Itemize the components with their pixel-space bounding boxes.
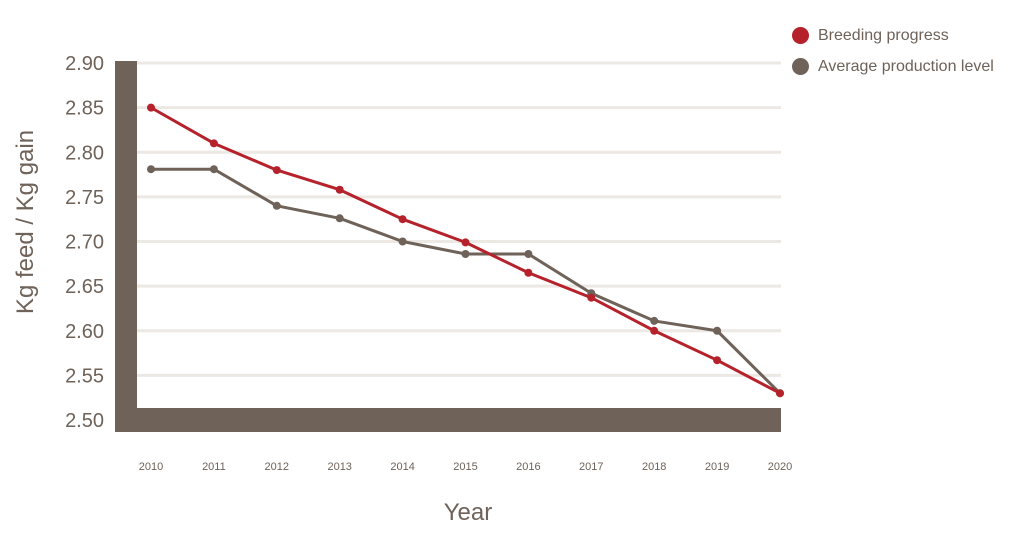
series-line (151, 167, 782, 395)
data-point (650, 326, 659, 335)
gridlines (137, 61, 781, 377)
x-tick-label: 2011 (202, 461, 226, 473)
series-breeding-progress (147, 103, 784, 398)
y-tick-label: 2.55 (65, 365, 104, 387)
x-tick-label: 2013 (327, 461, 351, 473)
data-point (398, 215, 407, 224)
legend-label: Average production level (818, 57, 994, 75)
y-tick-label: 2.80 (65, 142, 104, 164)
y-tick-label: 2.50 (65, 410, 104, 432)
legend-item-average-production-level: Average production level (792, 51, 994, 82)
x-axis-title: Year (444, 499, 493, 526)
x-tick-label: 2017 (579, 461, 603, 473)
data-point (713, 356, 722, 365)
y-tick-label: 2.70 (65, 232, 104, 254)
data-point (587, 293, 596, 302)
data-point (147, 165, 155, 174)
data-point (335, 214, 344, 223)
data-point (776, 389, 784, 398)
y-tick-label: 2.65 (65, 276, 104, 298)
x-tick-label: 2012 (265, 461, 289, 473)
x-tick-label: 2010 (139, 461, 163, 473)
y-tick-label: 2.60 (65, 321, 104, 343)
y-tick-labels: 2.90 2.85 2.80 2.75 2.70 2.65 2.60 2.55 2.50 (65, 53, 104, 432)
data-point (461, 249, 470, 258)
x-tick-label: 2014 (390, 461, 414, 473)
legend-label: Breeding progress (818, 26, 949, 44)
legend: Breeding progress Average production lev… (792, 20, 994, 82)
red-dot-icon (792, 27, 809, 44)
legend-item-breeding-progress: Breeding progress (792, 20, 994, 51)
brown-dot-icon (792, 58, 809, 75)
data-point (272, 166, 281, 175)
x-tick-label: 2020 (768, 461, 792, 473)
y-tick-label: 2.85 (65, 98, 104, 120)
y-tick-label: 2.90 (65, 53, 104, 75)
x-tick-label: 2018 (642, 461, 666, 473)
x-tick-label: 2019 (705, 461, 729, 473)
data-point (209, 165, 218, 174)
data-point (398, 237, 407, 246)
y-axis-bar (115, 61, 137, 432)
data-series (147, 103, 784, 398)
data-point (650, 316, 659, 325)
x-tick-label: 2015 (453, 461, 477, 473)
y-tick-label: 2.75 (65, 187, 104, 209)
data-point (209, 139, 218, 148)
series-average-production-level (147, 165, 784, 398)
data-point (272, 201, 281, 210)
data-point (524, 249, 533, 258)
data-point (713, 326, 722, 335)
data-point (335, 185, 344, 194)
data-point (147, 103, 155, 112)
x-tick-label: 2016 (516, 461, 540, 473)
x-tick-labels: 2010 2011 2012 2013 2014 2015 2016 2017 2018 2019… (139, 461, 792, 473)
data-point (461, 238, 470, 247)
y-axis-title: Kg feed / Kg gain (12, 130, 39, 314)
data-point (524, 268, 533, 277)
x-axis-bar (115, 408, 781, 432)
